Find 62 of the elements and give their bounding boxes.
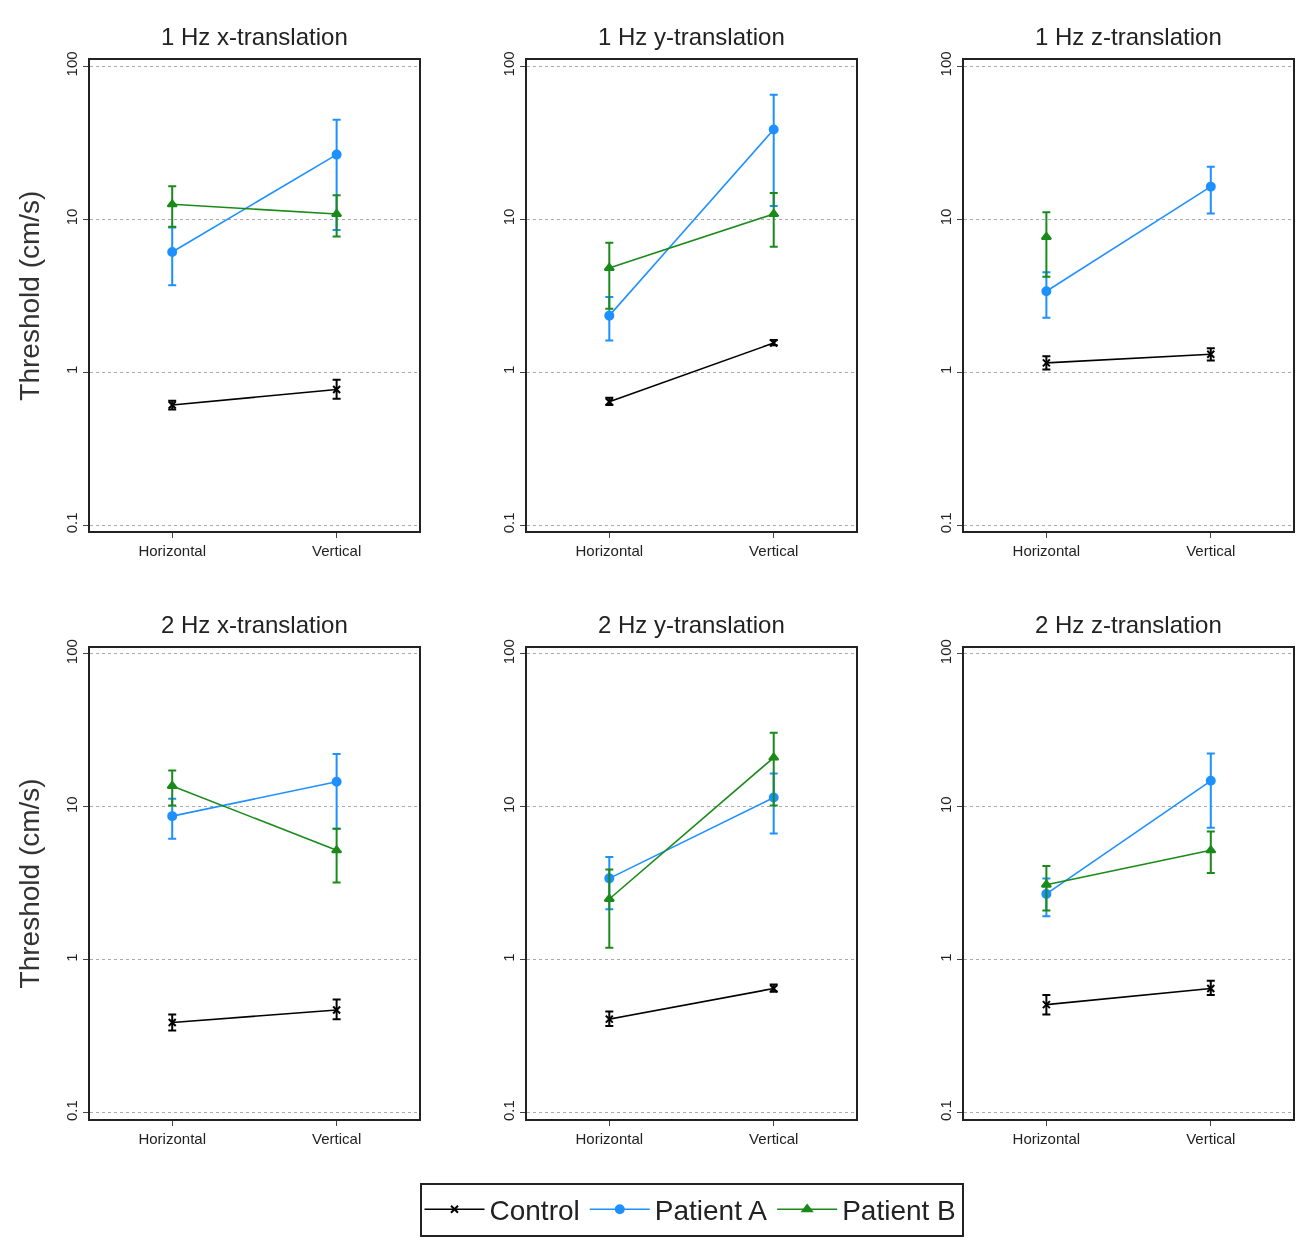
x-tick-label: Horizontal — [575, 542, 644, 560]
chart-title: 1 Hz x-translation — [161, 23, 348, 50]
y-tick-label: 0.1 — [63, 512, 80, 534]
chart-title: 2 Hz x-translation — [161, 611, 348, 638]
point — [1205, 181, 1216, 192]
chart-title: 1 Hz z-translation — [1035, 23, 1222, 50]
point — [167, 811, 178, 822]
x-tick-label: Vertical — [1186, 542, 1236, 560]
y-tick-label: 0.1 — [63, 1100, 80, 1122]
x-tick-label: Vertical — [749, 542, 799, 560]
point — [332, 385, 342, 394]
point — [167, 246, 178, 257]
point — [604, 310, 615, 321]
x-tick-label: Horizontal — [1012, 1130, 1081, 1147]
y-tick-label: 1 — [63, 365, 80, 375]
y-tick-label: 0.1 — [500, 1100, 518, 1122]
point — [604, 1014, 614, 1024]
chart-title: 2 Hz y-translation — [598, 611, 785, 638]
point — [1041, 1000, 1051, 1010]
x-tick-label: Vertical — [1186, 1130, 1236, 1147]
y-tick-label: 10 — [937, 208, 955, 226]
point — [1205, 775, 1216, 786]
x-tick-label: Vertical — [312, 1130, 362, 1147]
y-tick-label: 10 — [63, 796, 80, 813]
point — [167, 1017, 177, 1027]
x-tick-label: Horizontal — [138, 1130, 206, 1147]
y-tick-label: 1 — [500, 365, 518, 375]
y-tick-label: 100 — [63, 639, 80, 665]
point — [332, 1005, 342, 1015]
y-tick-label: 0.1 — [937, 512, 955, 534]
y-axis-title: Threshold (cm/s) — [14, 778, 46, 989]
y-tick-label: 1 — [63, 953, 80, 962]
y-tick-label: 0.1 — [937, 1100, 955, 1122]
point — [1040, 231, 1052, 240]
y-tick-label: 100 — [63, 51, 80, 77]
y-tick-label: 1 — [937, 365, 955, 375]
chart-title: 2 Hz z-translation — [1035, 611, 1222, 638]
x-tick-label: Horizontal — [1012, 542, 1081, 560]
y-tick-label: 0.1 — [500, 512, 518, 534]
point — [768, 124, 779, 135]
point — [331, 149, 342, 160]
y-tick-label: 1 — [500, 953, 518, 962]
y-tick-label: 10 — [63, 208, 80, 226]
y-tick-label: 100 — [937, 639, 955, 665]
y-tick-label: 10 — [500, 796, 518, 813]
point — [331, 776, 342, 787]
y-tick-label: 100 — [500, 639, 518, 665]
y-tick-label: 10 — [937, 796, 955, 813]
point — [1041, 286, 1052, 297]
x-tick-label: Horizontal — [575, 1130, 644, 1147]
y-tick-label: 1 — [937, 953, 955, 962]
x-tick-label: Vertical — [312, 542, 362, 560]
y-tick-label: 100 — [937, 51, 955, 77]
x-tick-label: Horizontal — [138, 542, 206, 560]
y-axis-title: Threshold (cm/s) — [14, 190, 46, 401]
y-tick-label: 10 — [500, 208, 518, 226]
legend-label: Patient A — [654, 1195, 768, 1227]
legend-label: Control — [489, 1195, 580, 1227]
y-tick-label: 100 — [500, 51, 518, 77]
x-tick-label: Vertical — [749, 1130, 799, 1147]
chart-title: 1 Hz y-translation — [598, 23, 785, 50]
legend-label: Patient B — [842, 1195, 956, 1227]
